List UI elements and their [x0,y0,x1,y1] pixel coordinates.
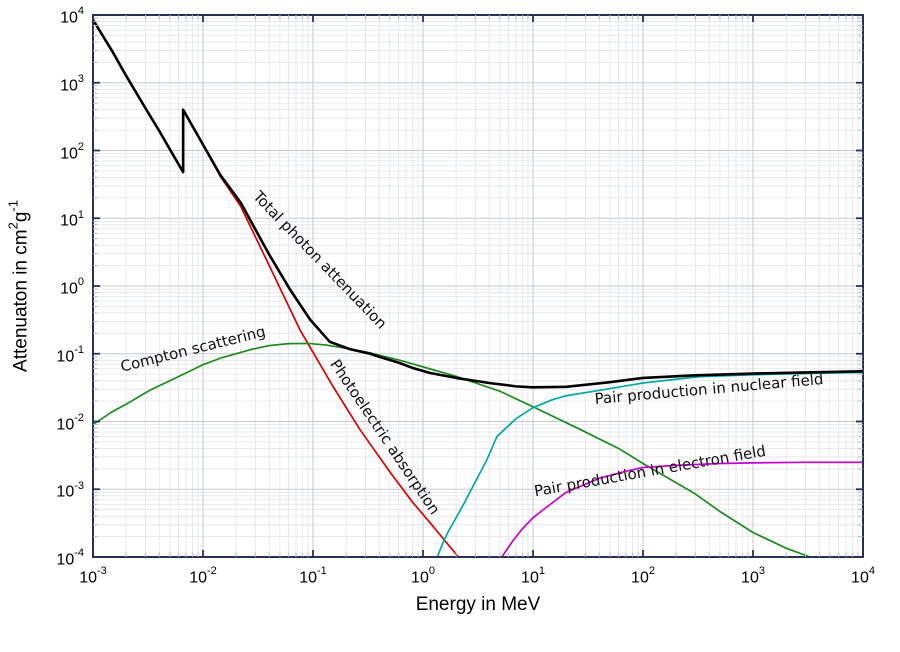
x-tick-label-1e-2: 10-2 [189,565,217,587]
y-tick-label-1e2: 102 [60,140,84,162]
y-title-text: g [10,211,32,223]
y-tick-label-1e3: 103 [60,73,84,95]
curves [93,18,863,557]
y-tick-label-1e-1: 10-1 [56,344,84,366]
curve-total-photon-attenuation [93,18,863,389]
x-axis-title: Energy in MeV [415,594,541,615]
x-tick-label-1e1: 101 [521,565,545,587]
curve-pair-production-in-electron-field [500,461,863,557]
curve-pair-production-in-nuclear-field [436,371,863,557]
y-tick-label-1e-2: 10-2 [56,411,84,433]
y-tick-label-1e0: 100 [60,276,84,298]
grid-major [93,15,863,557]
x-tick-label-1e-1: 10-1 [299,565,327,587]
x-tick-label-1e3: 103 [741,565,765,587]
y-title-superscript: 2 [5,222,21,230]
y-axis-title: Attenuaton in cm2g-1 [5,200,32,372]
y-tick-label-1e4: 104 [60,5,84,27]
axis-ticks [92,14,864,558]
y-tick-label-1e-4: 10-4 [56,547,84,569]
x-tick-label-1e2: 102 [631,565,655,587]
y-title-text: Attenuaton in cm [10,229,32,372]
y-tick-label-1e-3: 10-3 [56,479,84,501]
y-title-superscript: -1 [5,200,21,212]
x-tick-label-1e4: 104 [851,565,875,587]
x-tick-label-1e0: 100 [411,565,435,587]
y-tick-label-1e1: 101 [60,208,84,230]
x-tick-label-1e-3: 10-3 [79,565,107,587]
